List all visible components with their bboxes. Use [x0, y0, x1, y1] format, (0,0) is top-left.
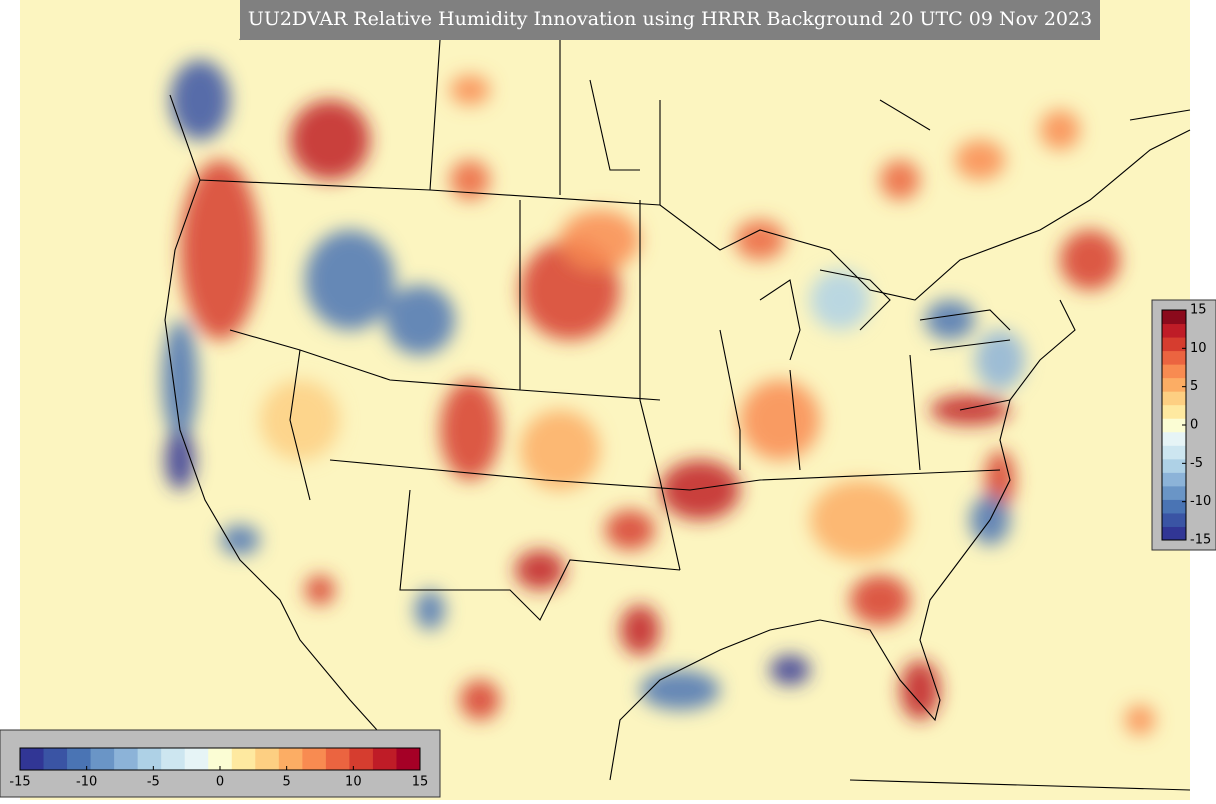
- colorbar-tick-label: -10: [76, 775, 97, 790]
- humidity-blob: [735, 220, 785, 260]
- colorbar-band: [20, 748, 45, 770]
- colorbar-tick-label: -15: [9, 775, 30, 790]
- humidity-blob: [880, 160, 920, 200]
- title-box: [240, 0, 1100, 40]
- colorbar-band: [1162, 323, 1186, 338]
- colorbar-tick-label: 15: [1190, 303, 1207, 318]
- colorbar-band: [1162, 364, 1186, 379]
- humidity-blob: [220, 525, 260, 555]
- humidity-blob: [305, 230, 395, 330]
- humidity-blob: [260, 380, 340, 460]
- humidity-blob: [620, 605, 660, 655]
- colorbar-tick-label: 5: [1190, 379, 1198, 394]
- colorbar-band: [184, 748, 209, 770]
- colorbar-band: [1162, 377, 1186, 392]
- colorbar-horizontal: -15 -10 -5 0 5 10 15: [9, 747, 429, 790]
- humidity-blob: [305, 575, 335, 605]
- humidity-blob: [460, 680, 500, 720]
- humidity-blob: [770, 655, 810, 685]
- colorbar-band: [67, 748, 92, 770]
- colorbar-tick-label: -5: [1190, 456, 1203, 471]
- colorbar-tick-label: 0: [216, 775, 224, 790]
- colorbar-band: [161, 748, 186, 770]
- colorbar-tick-label: -15: [1190, 533, 1211, 548]
- humidity-blob: [290, 100, 370, 180]
- humidity-blob: [560, 210, 640, 270]
- colorbar-vertical: -15 -10 -5 0 5 10 15: [1161, 303, 1211, 548]
- humidity-field: [162, 60, 1155, 735]
- humidity-blob: [520, 410, 600, 490]
- colorbar-band: [1162, 499, 1186, 514]
- humidity-blob: [810, 270, 870, 330]
- humidity-blob: [605, 510, 655, 550]
- humidity-blob: [1060, 230, 1120, 290]
- humidity-blob: [515, 550, 565, 590]
- colorbar-band: [1162, 431, 1186, 446]
- colorbar-tick-label: -5: [147, 775, 160, 790]
- colorbar-band: [302, 748, 327, 770]
- colorbar-band: [372, 748, 397, 770]
- colorbar-band: [396, 748, 421, 770]
- colorbar-tick-label: 5: [283, 775, 291, 790]
- colorbar-band: [1162, 526, 1186, 541]
- humidity-blob: [850, 575, 910, 625]
- colorbar-tick-label: 10: [1190, 341, 1207, 356]
- colorbar-band: [1162, 404, 1186, 419]
- colorbar-band: [1162, 512, 1186, 527]
- humidity-blob: [660, 460, 740, 520]
- humidity-blob: [1125, 705, 1155, 735]
- humidity-blob: [925, 300, 975, 340]
- humidity-blob: [180, 160, 260, 340]
- colorbar-band: [43, 748, 68, 770]
- colorbar-band: [1162, 472, 1186, 487]
- colorbar-band: [1162, 445, 1186, 460]
- colorbar-band: [90, 748, 115, 770]
- colorbar-band: [349, 748, 374, 770]
- humidity-blob: [170, 60, 230, 140]
- humidity-blob: [975, 330, 1025, 390]
- colorbar-band: [1162, 485, 1186, 500]
- colorbar-tick-label: 15: [412, 775, 429, 790]
- colorbar-band: [114, 748, 139, 770]
- humidity-blob: [1040, 110, 1080, 150]
- colorbar-band: [1162, 350, 1186, 365]
- colorbar-band: [1162, 391, 1186, 406]
- humidity-blob: [415, 590, 445, 630]
- humidity-blob: [900, 660, 940, 720]
- colorbar-band: [1162, 337, 1186, 352]
- colorbar-band: [1162, 310, 1186, 325]
- humidity-blob: [440, 380, 500, 480]
- colorbar-band: [1162, 418, 1186, 433]
- colorbar-band: [231, 748, 256, 770]
- colorbar-tick-label: 0: [1190, 418, 1198, 433]
- humidity-blob: [955, 140, 1005, 180]
- humidity-blob: [450, 160, 490, 200]
- colorbar-band: [325, 748, 350, 770]
- colorbar-band: [255, 748, 280, 770]
- colorbar-tick-label: -10: [1190, 494, 1211, 509]
- humidity-blob: [165, 430, 195, 490]
- colorbar-band: [278, 748, 303, 770]
- colorbar-band: [1162, 458, 1186, 473]
- humidity-blob: [985, 450, 1015, 510]
- colorbar-band: [208, 748, 233, 770]
- humidity-blob: [162, 320, 198, 440]
- colorbar-tick-label: 10: [345, 775, 362, 790]
- humidity-blob: [450, 75, 490, 105]
- humidity-blob: [385, 285, 455, 355]
- humidity-blob: [740, 380, 820, 460]
- humidity-blob: [640, 670, 720, 710]
- title: UU2DVAR Relative Humidity Innovation usi…: [248, 8, 1092, 30]
- colorbar-band: [137, 748, 162, 770]
- humidity-blob: [930, 395, 1010, 425]
- humidity-blob: [810, 480, 910, 560]
